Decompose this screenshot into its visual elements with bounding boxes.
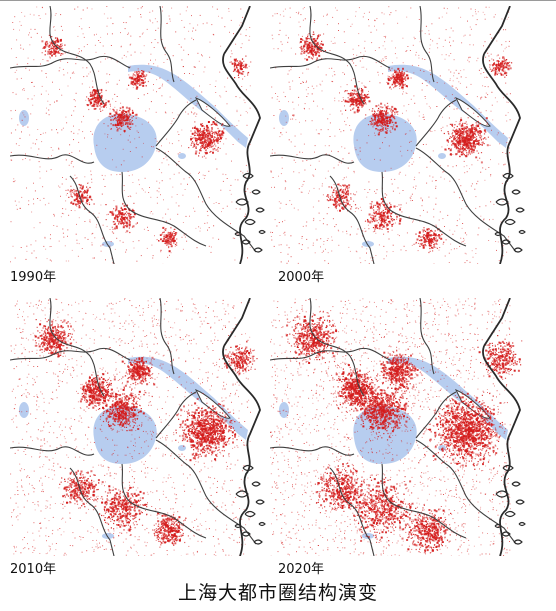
boundary-south: [121, 171, 207, 247]
boundary-shanghai-zhejiang: [415, 439, 517, 545]
year-label-1990: 1990年: [10, 270, 57, 285]
coastline: [222, 53, 261, 264]
boundary-north-central: [159, 6, 175, 83]
yangtze-river: [388, 64, 508, 148]
coastline: [482, 345, 521, 556]
zhoushan-islands: [494, 464, 526, 545]
lake-west: [279, 402, 289, 418]
boundary-southwest: [69, 467, 115, 556]
boundary-west: [270, 154, 355, 164]
boundary-northwest: [49, 298, 105, 397]
boundary-northwest: [309, 6, 365, 105]
urban-points: [270, 6, 513, 264]
map-1990: [10, 6, 268, 264]
boundary-southwest: [69, 175, 115, 264]
boundary-west: [270, 446, 355, 456]
boundary-north: [10, 55, 131, 69]
zhoushan-islands: [234, 464, 266, 545]
lake-dianshan: [178, 153, 186, 159]
boundary-north: [10, 347, 131, 361]
chongming-island: [454, 97, 491, 127]
zhoushan-islands: [234, 172, 266, 253]
map-panel-2000: [270, 6, 528, 264]
map-2010: [10, 298, 268, 556]
lake-south: [362, 241, 374, 247]
lake-dianshan: [178, 445, 186, 451]
boundary-suzhou-shanghai: [415, 99, 457, 147]
yangtze-river: [128, 356, 248, 440]
lake-west: [279, 110, 289, 126]
yangtze-river: [128, 64, 248, 148]
boundary-northwest: [49, 6, 105, 105]
map-2020: [270, 298, 528, 556]
urban-points: [270, 298, 523, 556]
coastline: [222, 345, 261, 556]
lake-south: [102, 241, 114, 247]
lake-south: [102, 533, 114, 539]
lake-tai: [93, 405, 157, 464]
map-panel-2010: [10, 298, 268, 556]
zhoushan-islands: [494, 172, 526, 253]
map-2000: [270, 6, 528, 264]
lake-west: [19, 402, 29, 418]
boundary-south: [381, 463, 467, 539]
boundary-north: [270, 347, 391, 361]
year-label-2000: 2000年: [278, 270, 325, 285]
boundary-north-central: [159, 298, 175, 375]
top-rule: [0, 0, 556, 1]
lake-tai: [353, 113, 417, 172]
year-label-2010: 2010年: [10, 562, 57, 577]
boundary-north: [270, 55, 391, 69]
map-panel-1990: [10, 6, 268, 264]
map-panel-2020: [270, 298, 528, 556]
boundary-south: [381, 171, 467, 247]
urban-points: [10, 298, 258, 556]
year-label-2020: 2020年: [278, 562, 325, 577]
lake-south: [362, 533, 374, 539]
lake-tai: [93, 113, 157, 172]
boundary-southwest: [329, 467, 375, 556]
boundary-north-central: [419, 298, 435, 375]
figure-caption: 上海大都市圈结构演变: [177, 582, 378, 604]
boundary-shanghai-zhejiang: [415, 147, 517, 253]
chongming-island: [194, 97, 231, 127]
lake-dianshan: [438, 153, 446, 159]
coastline-north: [223, 6, 251, 55]
chongming-island: [194, 389, 231, 419]
boundary-southwest: [329, 175, 375, 264]
coastline-north: [223, 298, 251, 347]
boundary-shanghai-zhejiang: [155, 147, 257, 253]
boundary-shanghai-zhejiang: [155, 439, 257, 545]
boundary-northwest: [309, 298, 365, 397]
boundary-suzhou-shanghai: [155, 99, 197, 147]
sea: [482, 6, 528, 264]
coastline-north: [483, 298, 511, 347]
boundary-north-central: [419, 6, 435, 83]
yangtze-river: [388, 356, 508, 440]
boundary-suzhou-shanghai: [155, 391, 197, 439]
lake-west: [19, 110, 29, 126]
boundary-west: [10, 154, 95, 164]
coastline: [482, 53, 521, 264]
boundary-suzhou-shanghai: [415, 391, 457, 439]
boundary-west: [10, 446, 95, 456]
urban-points: [10, 6, 252, 264]
boundary-south: [121, 463, 207, 539]
coastline-north: [483, 6, 511, 55]
